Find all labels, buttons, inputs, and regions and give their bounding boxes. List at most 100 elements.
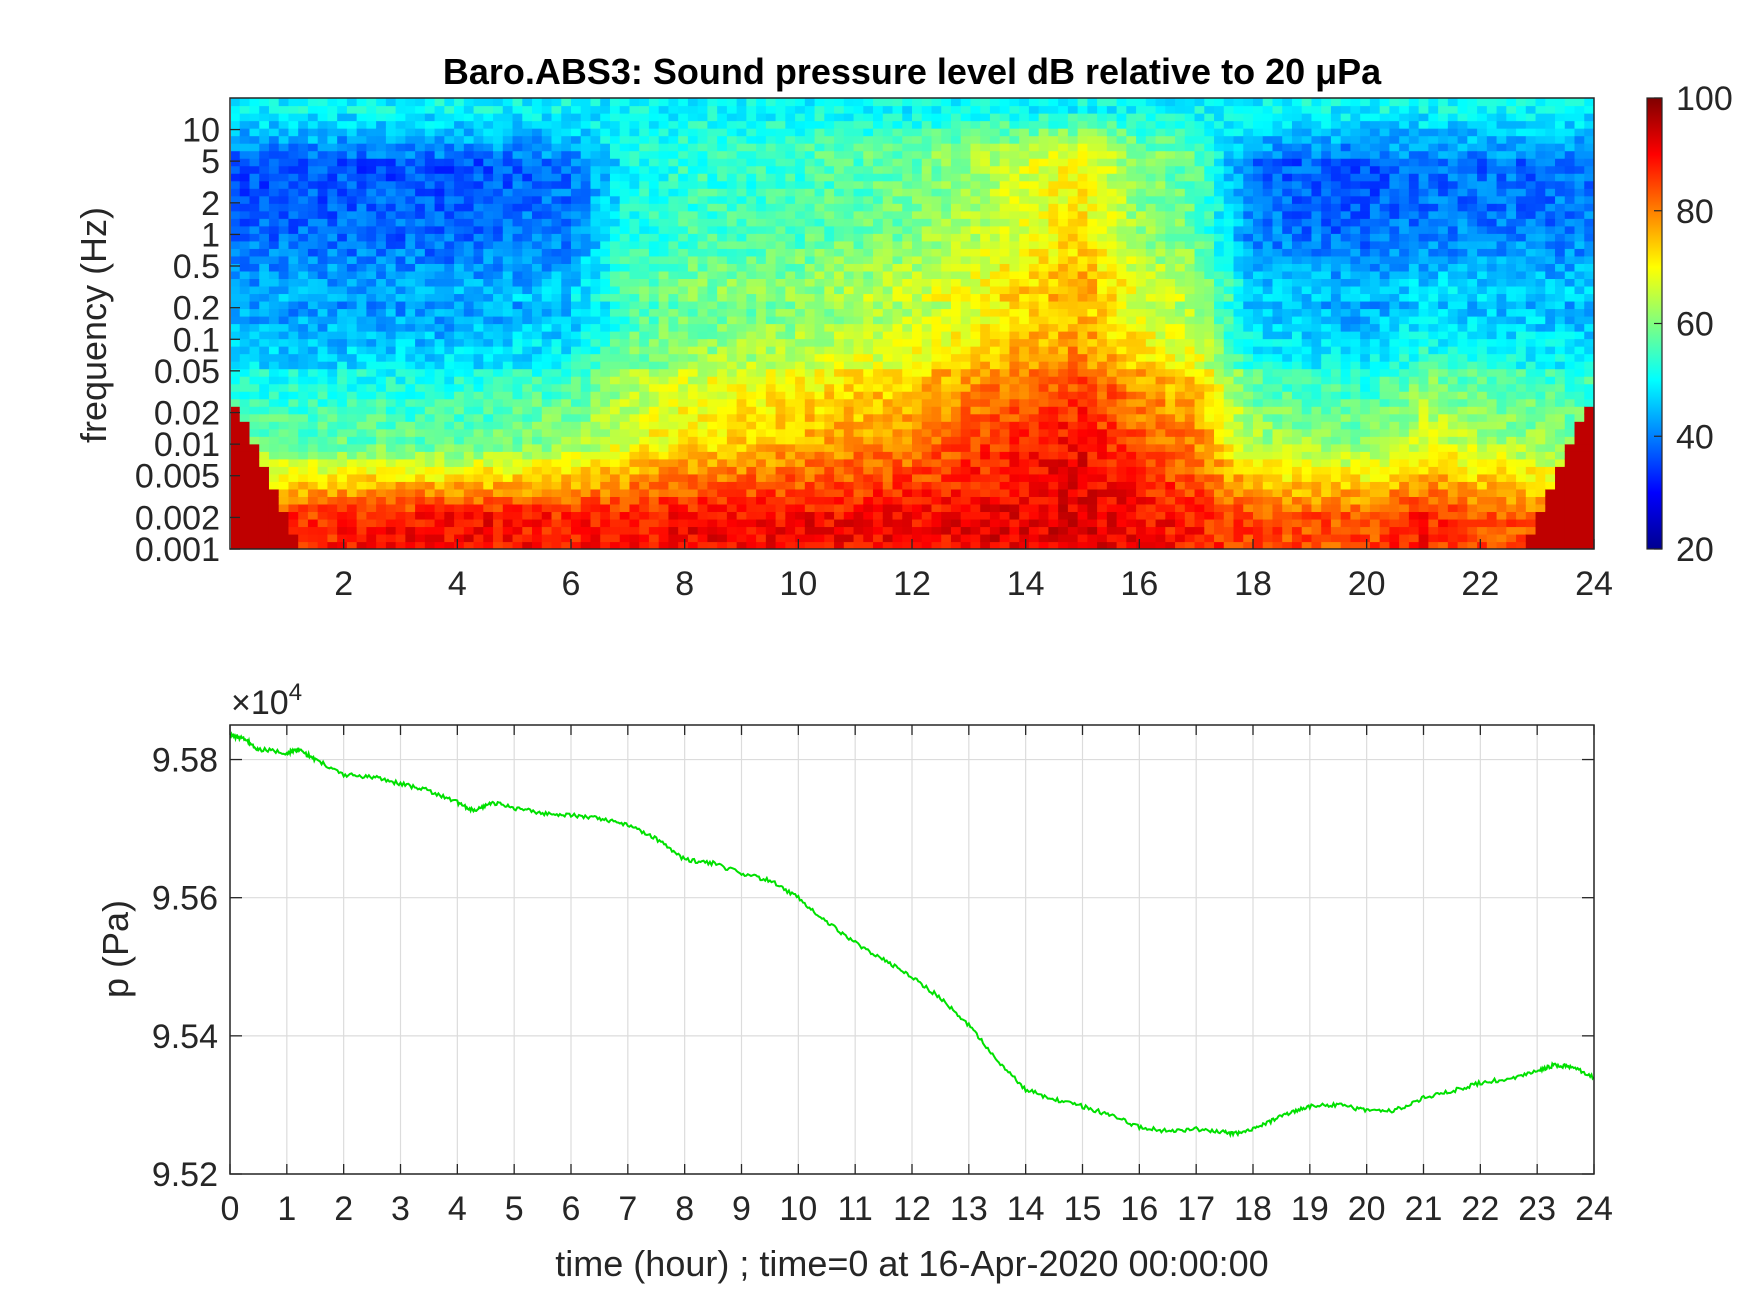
heatmap-cell [454, 428, 465, 437]
heatmap-cell [853, 248, 864, 257]
heatmap-cell [970, 188, 981, 197]
heatmap-cell [980, 135, 991, 144]
heatmap-cell [298, 338, 309, 347]
heatmap-cell [571, 308, 582, 317]
heatmap-cell [346, 353, 358, 362]
heatmap-cell [853, 541, 864, 549]
heatmap-cell [668, 210, 679, 219]
heatmap-cell [707, 481, 718, 490]
heatmap-cell [921, 406, 933, 415]
heatmap-cell [502, 503, 514, 513]
heatmap-cell [493, 300, 504, 310]
heatmap-cell [678, 436, 689, 445]
heatmap-cell [970, 105, 981, 114]
heatmap-cell [376, 473, 387, 482]
heatmap-cell [775, 263, 786, 272]
heatmap-cell [853, 406, 864, 415]
heatmap-cell [337, 481, 348, 490]
heatmap-cell [512, 98, 523, 107]
heatmap-cell [814, 518, 825, 528]
heatmap-cell [950, 300, 962, 310]
heatmap-cell [376, 165, 387, 174]
heatmap-cell [892, 240, 903, 249]
heatmap-cell [746, 263, 757, 272]
heatmap-cell [463, 240, 475, 249]
heatmap-cell [522, 421, 533, 430]
heatmap-cell [317, 165, 329, 174]
heatmap-cell [999, 248, 1011, 257]
heatmap-cell [454, 466, 465, 475]
heatmap-cell [902, 195, 913, 204]
heatmap-cell [678, 195, 689, 204]
heatmap-cell [658, 458, 670, 467]
heatmap-cell [512, 481, 523, 490]
heatmap-cell [502, 323, 514, 332]
heatmap-cell [804, 165, 816, 174]
heatmap-cell [785, 188, 796, 197]
heatmap-cell [931, 188, 942, 197]
heatmap-cell [921, 98, 933, 107]
heatmap-cell [873, 533, 884, 543]
heatmap-cell [444, 331, 455, 340]
heatmap-cell [337, 308, 348, 317]
heatmap-cell [717, 105, 728, 114]
heatmap-cell [1019, 518, 1030, 528]
heatmap-cell [571, 421, 582, 430]
heatmap-cell [278, 481, 290, 490]
heatmap-cell [970, 391, 981, 400]
heatmap-cell [483, 233, 494, 242]
heatmap-cell [687, 128, 699, 137]
heatmap-cell [317, 98, 329, 107]
spectrogram-title: Baro.ABS3: Sound pressure level dB relat… [443, 51, 1382, 92]
heatmap-cell [571, 120, 582, 129]
heatmap-cell [989, 473, 1001, 482]
heatmap-cell [853, 210, 864, 219]
heatmap-cell [483, 391, 494, 400]
heatmap-cell [619, 98, 631, 107]
heatmap-cell [775, 398, 786, 407]
heatmap-cell [561, 541, 572, 549]
heatmap-cell [600, 270, 611, 279]
heatmap-cell [687, 368, 699, 377]
heatmap-cell [814, 255, 825, 264]
heatmap-cell [580, 473, 592, 482]
heatmap-cell [950, 248, 962, 257]
heatmap-cell [950, 150, 962, 159]
heatmap-cell [415, 210, 426, 219]
heatmap-cell [775, 391, 786, 400]
heatmap-cell [726, 188, 738, 197]
heatmap-cell [405, 511, 416, 520]
heatmap-cell [249, 173, 260, 182]
heatmap-cell [395, 541, 406, 549]
heatmap-cell [814, 458, 825, 467]
heatmap-cell [327, 511, 338, 520]
heatmap-cell [415, 143, 426, 152]
heatmap-cell [756, 413, 767, 422]
heatmap-cell [853, 481, 864, 490]
heatmap-cell [843, 150, 855, 159]
heatmap-cell [561, 300, 572, 310]
heatmap-cell [1009, 376, 1020, 385]
heatmap-cell [931, 331, 942, 340]
heatmap-cell [298, 315, 309, 325]
heatmap-cell [249, 361, 260, 370]
heatmap-cell [775, 285, 786, 295]
heatmap-cell [999, 233, 1011, 242]
heatmap-cell [268, 466, 280, 475]
heatmap-cell [717, 293, 728, 302]
heatmap-cell [980, 398, 991, 407]
heatmap-cell [648, 248, 660, 257]
heatmap-cell [941, 308, 952, 317]
heatmap-cell [395, 270, 406, 279]
heatmap-cell [561, 270, 572, 279]
heatmap-cell [834, 361, 845, 370]
heatmap-cell [970, 300, 981, 310]
heatmap-cell [795, 338, 806, 347]
heatmap-cell [307, 526, 319, 535]
heatmap-cell [1019, 496, 1030, 505]
heatmap-cell [366, 346, 377, 355]
heatmap-cell [931, 195, 942, 204]
heatmap-cell [814, 150, 825, 159]
heatmap-cell [259, 173, 270, 182]
heatmap-cell [405, 443, 416, 452]
